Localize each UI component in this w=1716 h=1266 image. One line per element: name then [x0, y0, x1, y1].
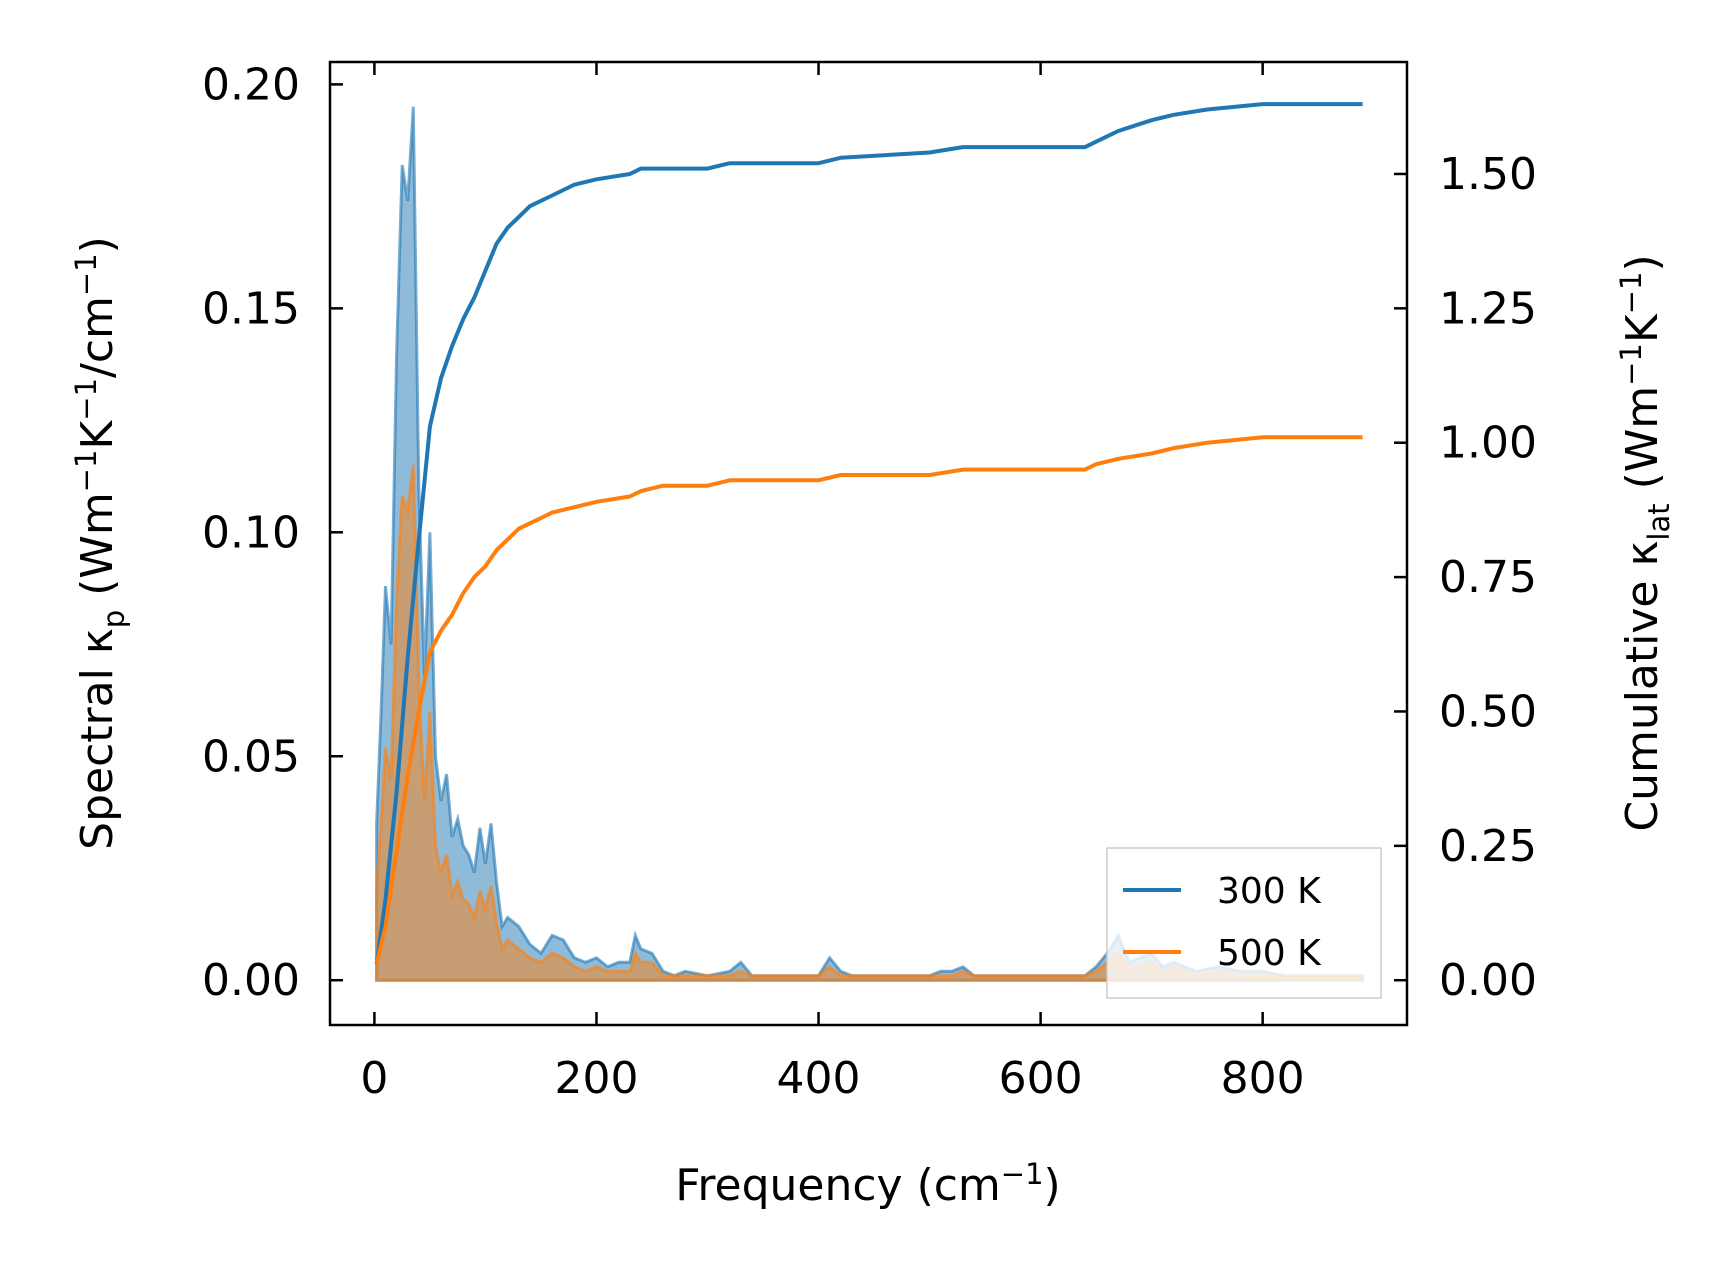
cumulative-line-500k: [374, 435, 1363, 965]
legend: 300 K 500 K: [1106, 847, 1382, 999]
y-right-tick-label: 0.00: [1439, 955, 1537, 1006]
x-tick-label: 800: [1221, 1053, 1305, 1104]
plot-frame: [328, 60, 1409, 1027]
y-right-tick-label: 0.75: [1439, 552, 1537, 603]
y-right-tick-label: 0.25: [1439, 821, 1537, 872]
y-right-tick-label: 1.50: [1439, 149, 1537, 200]
y-left-tick-label: 0.10: [202, 507, 300, 558]
y-right-tick-label: 1.00: [1439, 418, 1537, 469]
y-right-tick-label: 1.25: [1439, 283, 1537, 334]
y-axis-left-title: Spectral κp (Wm−1K−1/cm−1): [69, 236, 131, 850]
y-left-tick-label: 0.00: [202, 955, 300, 1006]
x-tick-label: 400: [777, 1053, 861, 1104]
y-left-tick-label: 0.05: [202, 731, 300, 782]
x-tick-label: 600: [999, 1053, 1083, 1104]
y-axis-right-title: Cumulative κlat (Wm−1K−1): [1614, 254, 1676, 831]
y-left-tick-label: 0.20: [202, 59, 300, 110]
cumulative-line-300k: [374, 102, 1363, 965]
legend-label-300k: 300 K: [1217, 871, 1322, 912]
x-tick-label: 200: [554, 1053, 638, 1104]
legend-label-500k: 500 K: [1217, 933, 1322, 974]
y-right-tick-label: 0.50: [1439, 686, 1537, 737]
y-left-tick-label: 0.15: [202, 283, 300, 334]
cumulative-layer: [374, 102, 1363, 965]
x-axis-title: Frequency (cm−1): [675, 1157, 1060, 1211]
legend-box: [1106, 847, 1382, 999]
x-tick-label: 0: [360, 1053, 388, 1104]
ticks-layer: 0 200 400 600 800 0.00 0.05 0.10 0.15 0.20 0.00 0.2…: [202, 59, 1537, 1104]
